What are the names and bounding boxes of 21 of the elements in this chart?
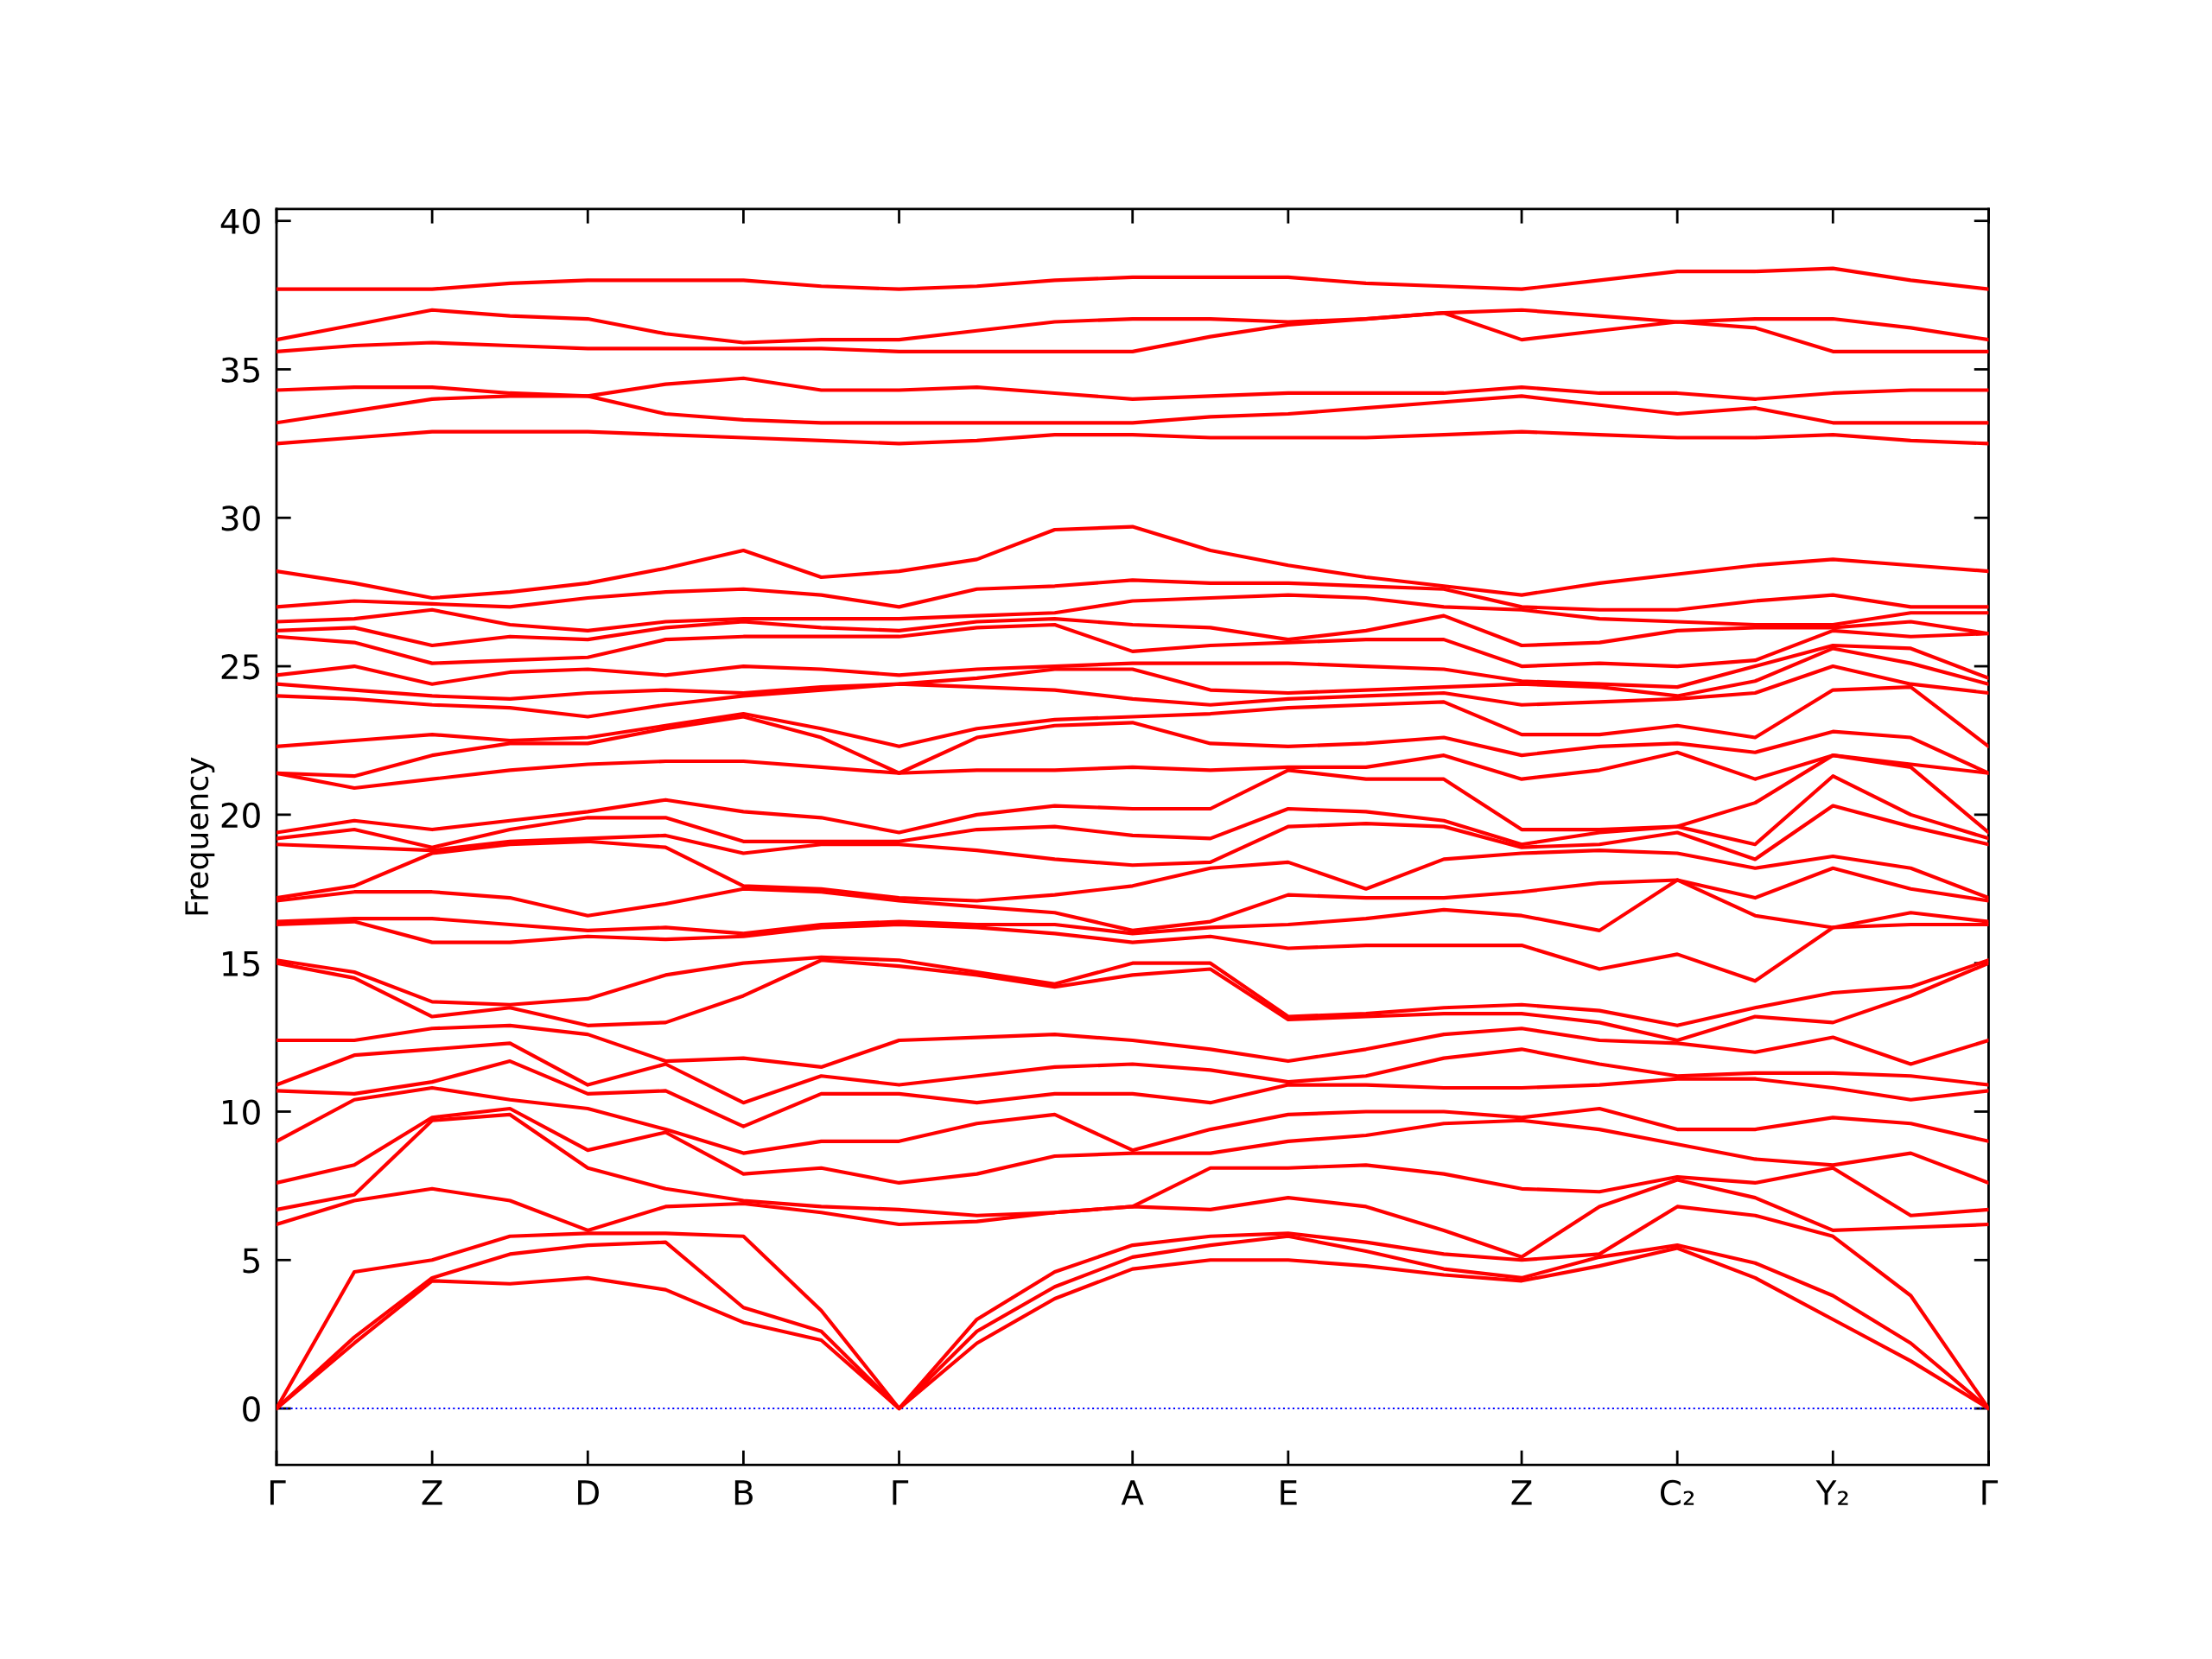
x-tick-label: Γ [893,1480,909,1505]
x-tick-label: Z [1511,1480,1532,1505]
x-tick-label: E [1281,1480,1297,1505]
x-tick-label: B [734,1480,753,1505]
y-tick-label: 25 [221,653,259,680]
x-tick-label: Z [422,1480,442,1505]
y-tick-label: 40 [220,208,260,234]
y-tick-label: 20 [221,802,260,829]
x-tick-label: C₂ [1660,1479,1694,1506]
y-tick-label: 5 [243,1248,259,1274]
x-tick-label: Γ [270,1480,286,1505]
y-tick-label: 35 [221,357,259,383]
x-tick-label: A [1121,1480,1144,1505]
y-tick-label: 0 [243,1395,260,1422]
x-tick-label: D [578,1480,599,1505]
y-tick-label: 30 [221,505,260,531]
x-tick-label: Y₂ [1815,1480,1848,1505]
y-axis-title: Frequency [185,757,215,915]
y-tick-label: 10 [223,1099,260,1125]
y-tick-label: 15 [223,951,259,976]
x-tick-label: Γ [1982,1480,1999,1505]
